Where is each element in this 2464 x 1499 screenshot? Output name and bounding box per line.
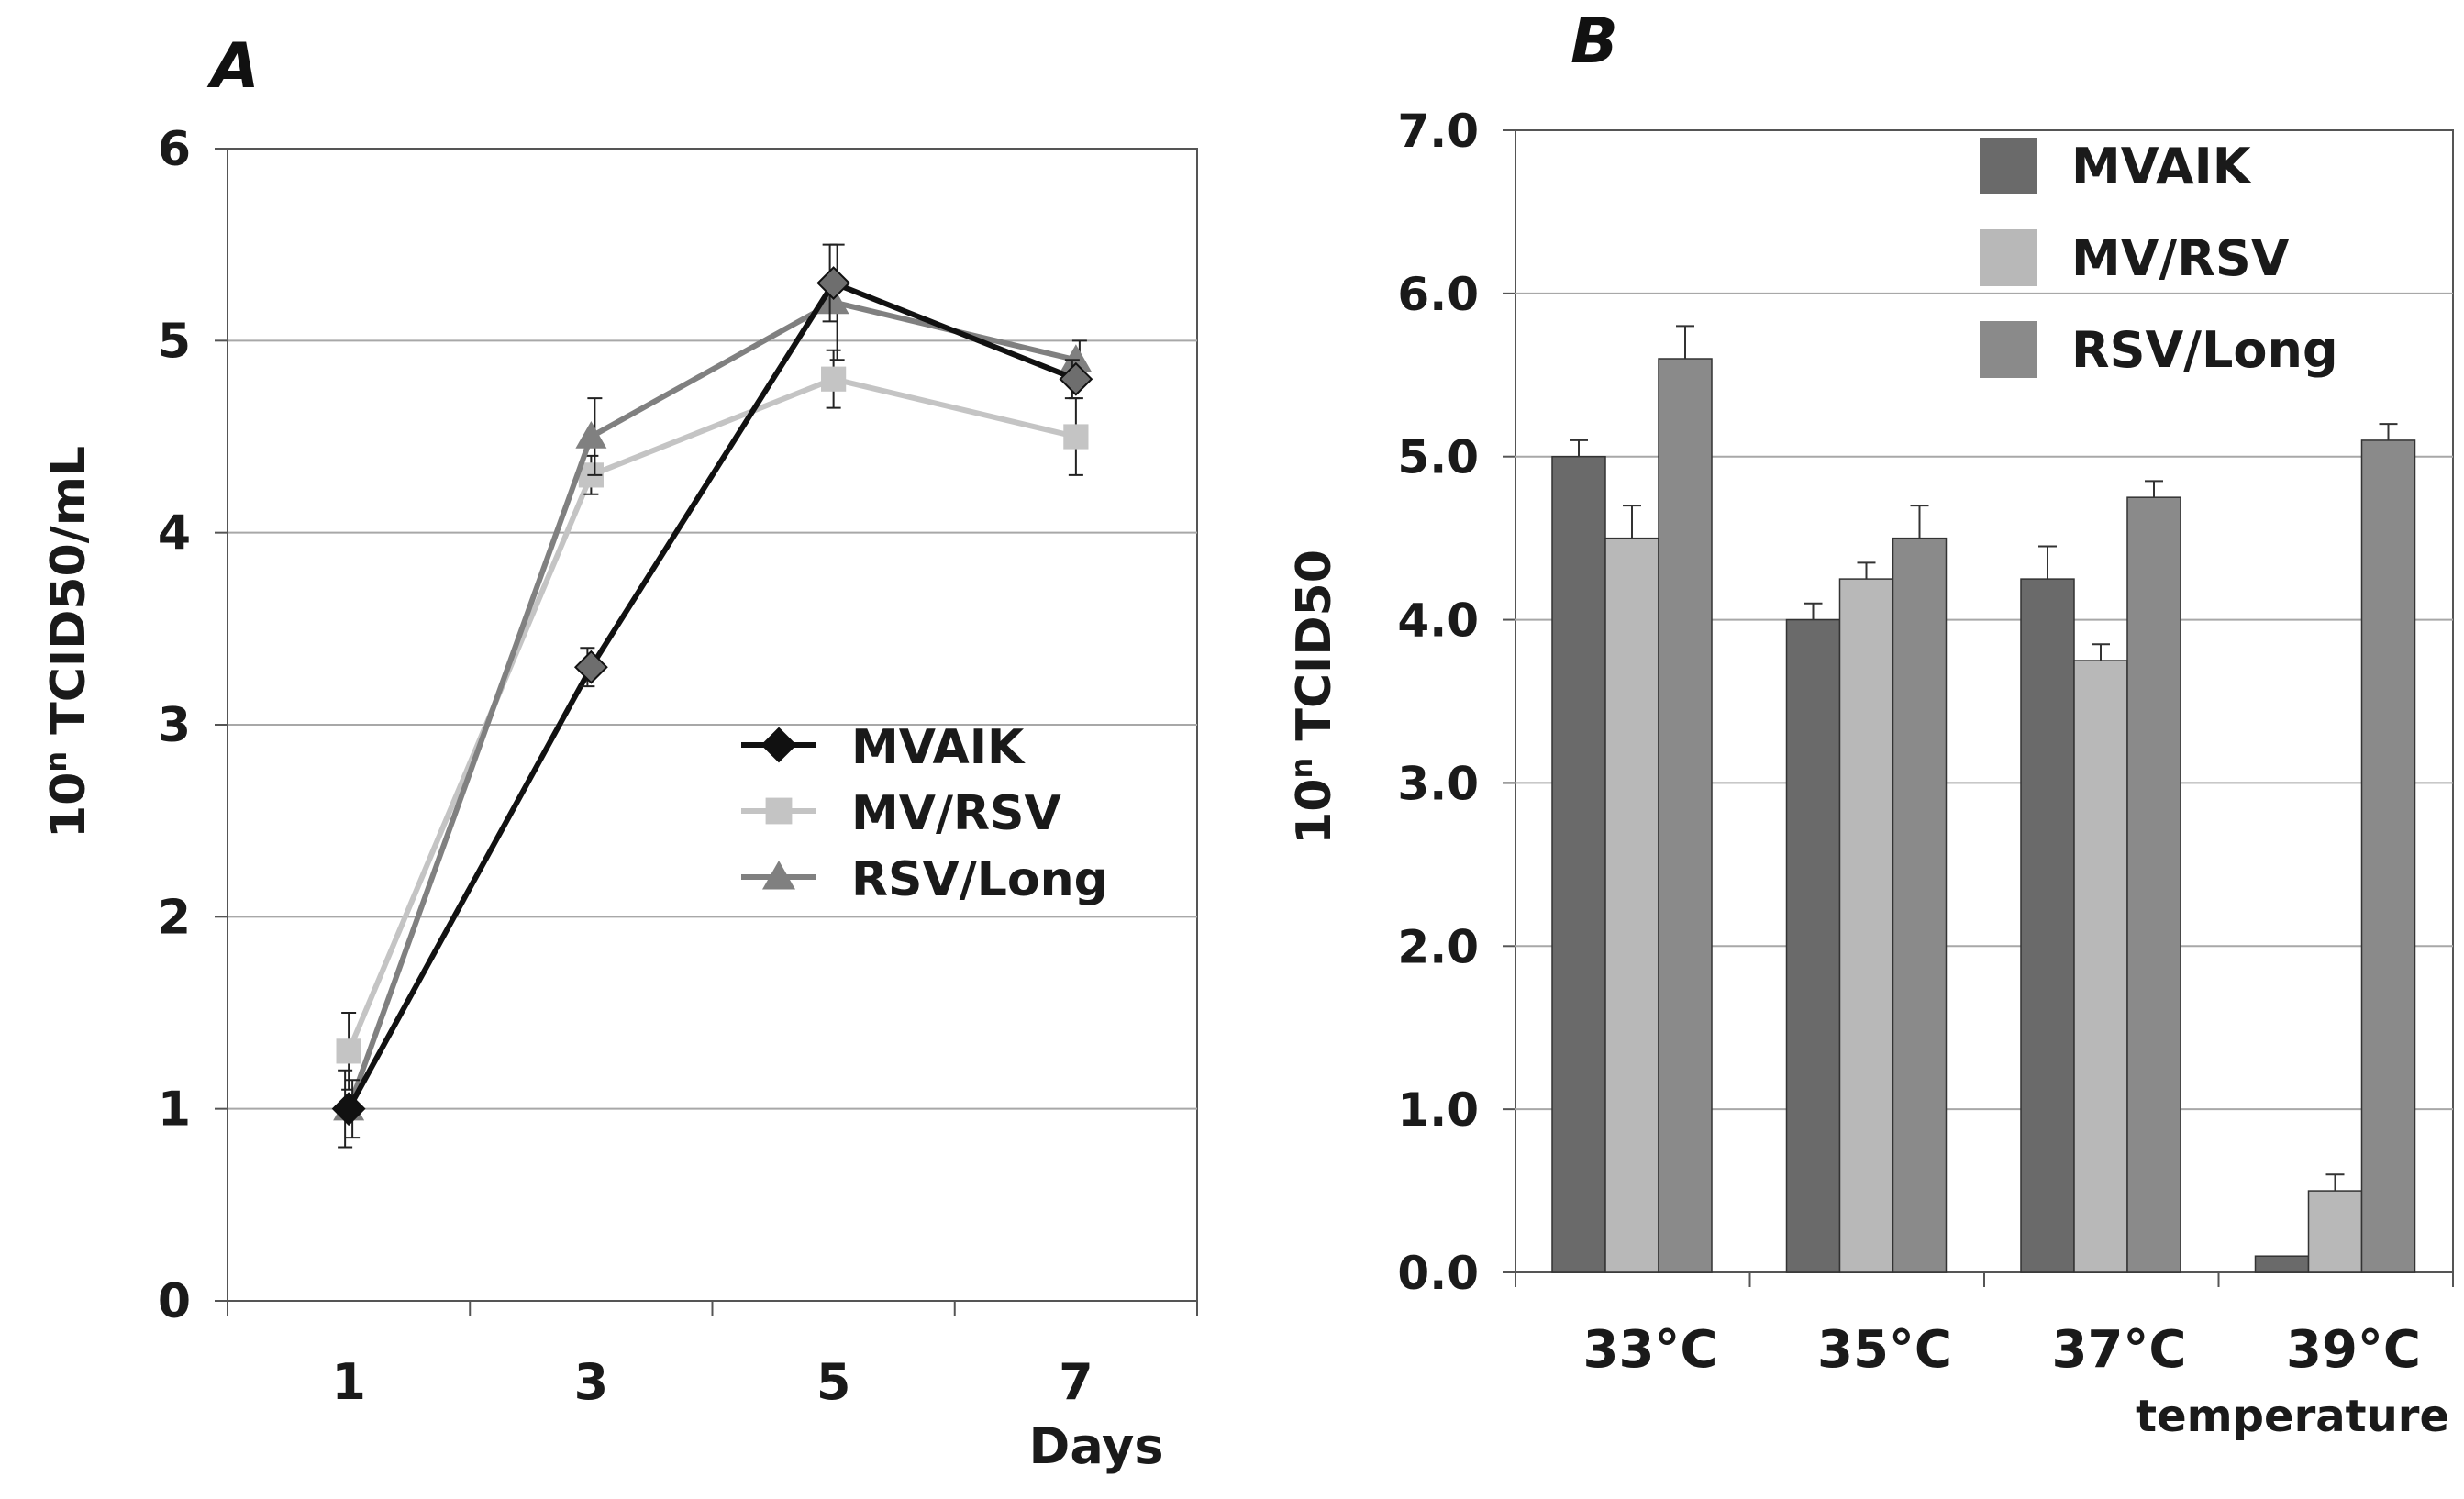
panel-a-point-rsv-long bbox=[575, 421, 607, 449]
panel-b-x-tick-label: 37°C bbox=[2051, 1320, 2186, 1380]
panel-b-bar-mv-rsv bbox=[1604, 537, 1659, 1273]
panel-b-bar-mv-rsv bbox=[2307, 1190, 2363, 1273]
panel-a-legend-label: MV/RSV bbox=[851, 786, 1061, 841]
panel-b-y-tick-label: 5.0 bbox=[1397, 431, 1479, 484]
panel-b-y-tick-label: 0.0 bbox=[1397, 1247, 1479, 1300]
panel-b-bars bbox=[1551, 325, 2416, 1273]
panel-b-bar-rsv-long bbox=[1892, 537, 1948, 1273]
panel-b-legend-swatch bbox=[1980, 138, 2037, 194]
panel-a-line-mv-rsv bbox=[346, 376, 1077, 1053]
panel-a-legend-item: RSV/Long bbox=[741, 852, 1108, 907]
panel-a-x-tick-label: 5 bbox=[816, 1353, 851, 1411]
panel-a-point-mvaik bbox=[1059, 361, 1093, 396]
panel-a-y-tick-label: 5 bbox=[158, 314, 191, 369]
panel-b-x-ticks: 33°C 35°C 37°C 39°C bbox=[1515, 1272, 2454, 1380]
panel-a-point-rsv-long bbox=[817, 286, 849, 315]
panel-a-line-chart: 0 1 2 3 4 5 6 1 3 5 7 Days 10n TCID50/mL MVAIK MV/… bbox=[39, 122, 1198, 1475]
panel-b-legend-label: MVAIK bbox=[2071, 138, 2253, 195]
panel-b-legend-swatch bbox=[1980, 321, 2037, 378]
panel-b-legend-swatch bbox=[1980, 229, 2037, 286]
panel-b-y-tick-label: 2.0 bbox=[1397, 920, 1479, 973]
panel-a-legend: MVAIK MV/RSV RSV/Long bbox=[741, 720, 1108, 907]
panel-a-y-tick-label: 6 bbox=[158, 122, 191, 177]
panel-a-x-axis-label: Days bbox=[1029, 1417, 1164, 1475]
panel-a-y-tick-label: 3 bbox=[158, 698, 191, 753]
panel-a-gridlines bbox=[228, 339, 1197, 1110]
panel-a-legend-label: MVAIK bbox=[851, 720, 1026, 775]
panel-b-bar-mv-rsv bbox=[1838, 578, 1894, 1273]
panel-a-x-tick-label: 7 bbox=[1059, 1353, 1093, 1411]
panel-b-bar-chart: 0.0 1.0 2.0 3.0 4.0 5.0 6.0 7.0 33°C 35°C 37°C 39°… bbox=[1284, 105, 2454, 1442]
panel-b-x-axis-label: temperature bbox=[2136, 1391, 2449, 1442]
panel-a-line-rsv-long bbox=[346, 299, 1077, 1110]
panel-a-legend-marker bbox=[760, 727, 797, 763]
panel-a-series-mvaik bbox=[331, 243, 1093, 1149]
panel-a-point-mv-rsv bbox=[336, 1038, 361, 1064]
panel-a-x-ticks: 1 3 5 7 bbox=[227, 1301, 1198, 1411]
panel-a-y-tick-label: 2 bbox=[158, 890, 191, 945]
panel-b-y-tick-label: 1.0 bbox=[1397, 1083, 1479, 1137]
panel-a-y-tick-label: 4 bbox=[158, 506, 191, 561]
panel-a-y-ticks: 0 1 2 3 4 5 6 bbox=[158, 122, 228, 1329]
panel-b-y-tick-label: 6.0 bbox=[1397, 268, 1479, 321]
panel-a-series-rsv-long bbox=[333, 243, 1092, 1139]
panel-a-legend-item: MVAIK bbox=[741, 720, 1026, 775]
panel-a-legend-item: MV/RSV bbox=[741, 786, 1061, 841]
panel-a-letter: A bbox=[206, 30, 260, 103]
panel-a-point-mv-rsv bbox=[821, 366, 847, 392]
panel-a-series bbox=[331, 243, 1093, 1149]
panel-a-y-tick-label: 1 bbox=[158, 1083, 191, 1138]
panel-a-y-tick-label: 0 bbox=[158, 1274, 191, 1329]
panel-b-y-tick-label: 3.0 bbox=[1397, 757, 1479, 810]
panel-a-point-mv-rsv bbox=[1063, 424, 1089, 450]
panel-b-y-ticks: 0.0 1.0 2.0 3.0 4.0 5.0 6.0 7.0 bbox=[1397, 105, 1515, 1300]
panel-b-bar-rsv-long bbox=[2360, 439, 2416, 1273]
panel-a-point-rsv-long bbox=[1060, 344, 1092, 372]
panel-b-y-tick-label: 4.0 bbox=[1397, 594, 1479, 648]
panel-a-y-axis-label: 10n TCID50/mL bbox=[39, 446, 96, 838]
panel-b-bar-mvaik bbox=[1551, 455, 1606, 1273]
panel-a-x-tick-label: 1 bbox=[331, 1353, 366, 1411]
panel-a-point-mvaik bbox=[816, 266, 851, 300]
panel-b-letter: B bbox=[1571, 6, 1618, 78]
panel-b-legend-label: RSV/Long bbox=[2071, 321, 2338, 379]
panel-a-legend-marker bbox=[765, 797, 793, 825]
panel-b-x-tick-label: 39°C bbox=[2286, 1320, 2421, 1380]
panel-a-x-tick-label: 3 bbox=[574, 1353, 609, 1411]
panel-a-line-mvaik bbox=[346, 280, 1077, 1111]
panel-b-x-tick-label: 33°C bbox=[1582, 1320, 1717, 1380]
panel-b-bar-rsv-long bbox=[2126, 496, 2181, 1273]
panel-b-legend-item: MV/RSV bbox=[1980, 229, 2290, 287]
panel-b-legend-label: MV/RSV bbox=[2071, 229, 2290, 287]
panel-b-bar-mvaik bbox=[1785, 618, 1841, 1273]
panel-a-point-mvaik bbox=[573, 650, 608, 684]
panel-a-legend-marker bbox=[762, 861, 795, 890]
panel-b-x-tick-label: 35°C bbox=[1817, 1320, 1952, 1380]
panel-b-y-axis-label: 10n TCID50 bbox=[1284, 550, 1342, 845]
panel-b-bar-mvaik bbox=[2254, 1255, 2310, 1273]
panel-b-bar-rsv-long bbox=[1658, 358, 1713, 1273]
panel-b-bar-mv-rsv bbox=[2073, 660, 2128, 1273]
panel-b-legend-item: MVAIK bbox=[1980, 138, 2253, 195]
panel-b-y-tick-label: 7.0 bbox=[1397, 105, 1479, 158]
panel-a-point-mvaik bbox=[331, 1092, 366, 1127]
panel-b-bar-mvaik bbox=[2020, 578, 2075, 1273]
panel-a-legend-label: RSV/Long bbox=[851, 852, 1108, 907]
panel-b-legend: MVAIK MV/RSV RSV/Long bbox=[1980, 138, 2338, 379]
panel-b-legend-item: RSV/Long bbox=[1980, 321, 2338, 379]
